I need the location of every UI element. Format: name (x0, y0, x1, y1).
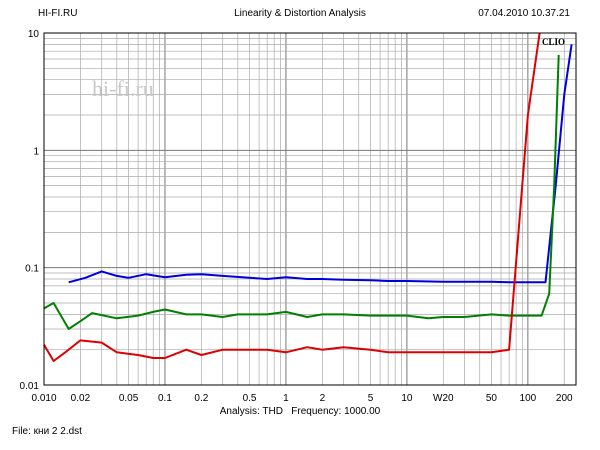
x-tick-label: 50 (486, 393, 498, 404)
x-tick-label: 2 (320, 393, 326, 404)
x-tick-label: 10 (401, 393, 413, 404)
series-line-2 (43, 54, 560, 330)
grid (43, 32, 576, 386)
x-tick-label: 100 (520, 393, 537, 404)
x-tick-label: 1 (283, 393, 289, 404)
file-label: File: кни 2 2.dst (12, 426, 82, 437)
series-line-3 (43, 32, 541, 362)
y-tick-label: 10 (28, 29, 40, 40)
y-tick-label: 0.01 (20, 381, 40, 392)
x-tick-label: 0.02 (71, 393, 91, 404)
x-tick-label: 0.1 (158, 393, 172, 404)
analysis-line: Analysis: THD Frequency: 1000.00 (0, 406, 600, 417)
y-tick-label: 0.1 (25, 264, 39, 275)
x-tick-label: 0.5 (243, 393, 257, 404)
analysis-label: Analysis: THD (219, 406, 283, 417)
x-tick-label: 200 (556, 393, 573, 404)
header-timestamp: 07.04.2010 10.37.21 (478, 8, 570, 19)
clio-label: CLIO (542, 37, 565, 47)
x-tick-label: 0.05 (119, 393, 139, 404)
plot-frame (43, 32, 577, 386)
header-left-label: HI-FI.RU (38, 8, 78, 19)
x-tick-label: W20 (433, 393, 454, 404)
series-layer (43, 32, 573, 362)
x-tick-label: 0.2 (194, 393, 208, 404)
watermark: hi-fi.ru (92, 76, 154, 101)
series-line-1 (68, 44, 573, 284)
y-tick-label: 1 (33, 146, 39, 157)
chart-title: Linearity & Distortion Analysis (234, 8, 366, 19)
x-tick-label: 0.010 (31, 393, 56, 404)
x-tick-label: 5 (368, 393, 374, 404)
tick-labels: 0.010 0.02 0.05 0.1 0.2 0.5 1 2 5 10 W20 50 100 20010… (20, 29, 574, 404)
frequency-label: Frequency: 1000.00 (291, 406, 381, 417)
